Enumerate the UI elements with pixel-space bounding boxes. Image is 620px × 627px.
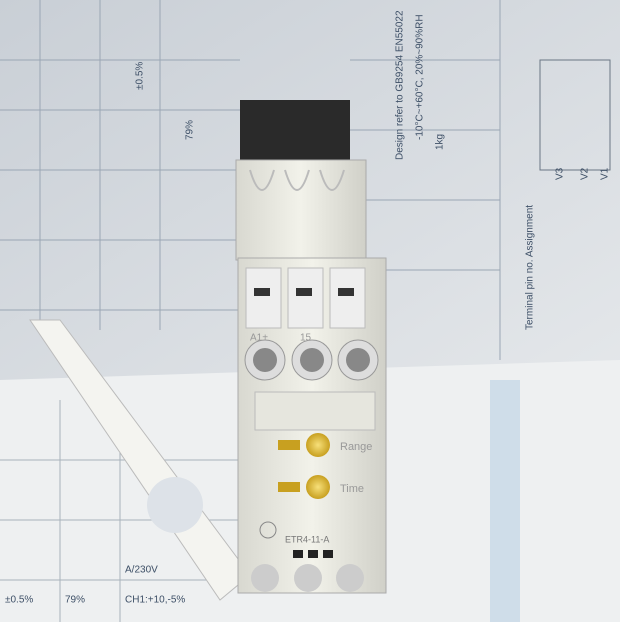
model-label: ETR4-11-A	[285, 534, 329, 544]
card-dial	[147, 477, 203, 533]
paper-text: V2	[580, 167, 591, 180]
table-lines	[0, 0, 501, 360]
paper-text: ±0.5%	[5, 595, 33, 606]
paper-text: 1kg	[435, 134, 446, 150]
paper-text: V1	[600, 167, 611, 180]
paper-text: -10°C~+60°C, 20%~90%RH	[415, 14, 426, 140]
knob-label: Range	[340, 441, 372, 453]
paper-stripe	[490, 380, 520, 622]
paper-text: 79%	[185, 120, 196, 140]
paper-text: A/230V	[125, 565, 158, 576]
paper-text: ±0.5%	[135, 62, 146, 90]
paper-text: V3	[555, 167, 566, 180]
knob-label: Time	[340, 483, 364, 495]
paper-text: Design refer to GB9254 EN55022	[395, 10, 406, 160]
terminal-label: A1+	[250, 333, 268, 344]
diagram-box	[539, 59, 611, 171]
paper-text: Terminal pin no. Assignment	[525, 205, 536, 330]
timer-relay	[235, 100, 387, 594]
paper-text: 79%	[65, 595, 85, 606]
terminal-label: 15	[300, 333, 312, 344]
paper-text: CH1:+10,-5%	[125, 595, 185, 606]
